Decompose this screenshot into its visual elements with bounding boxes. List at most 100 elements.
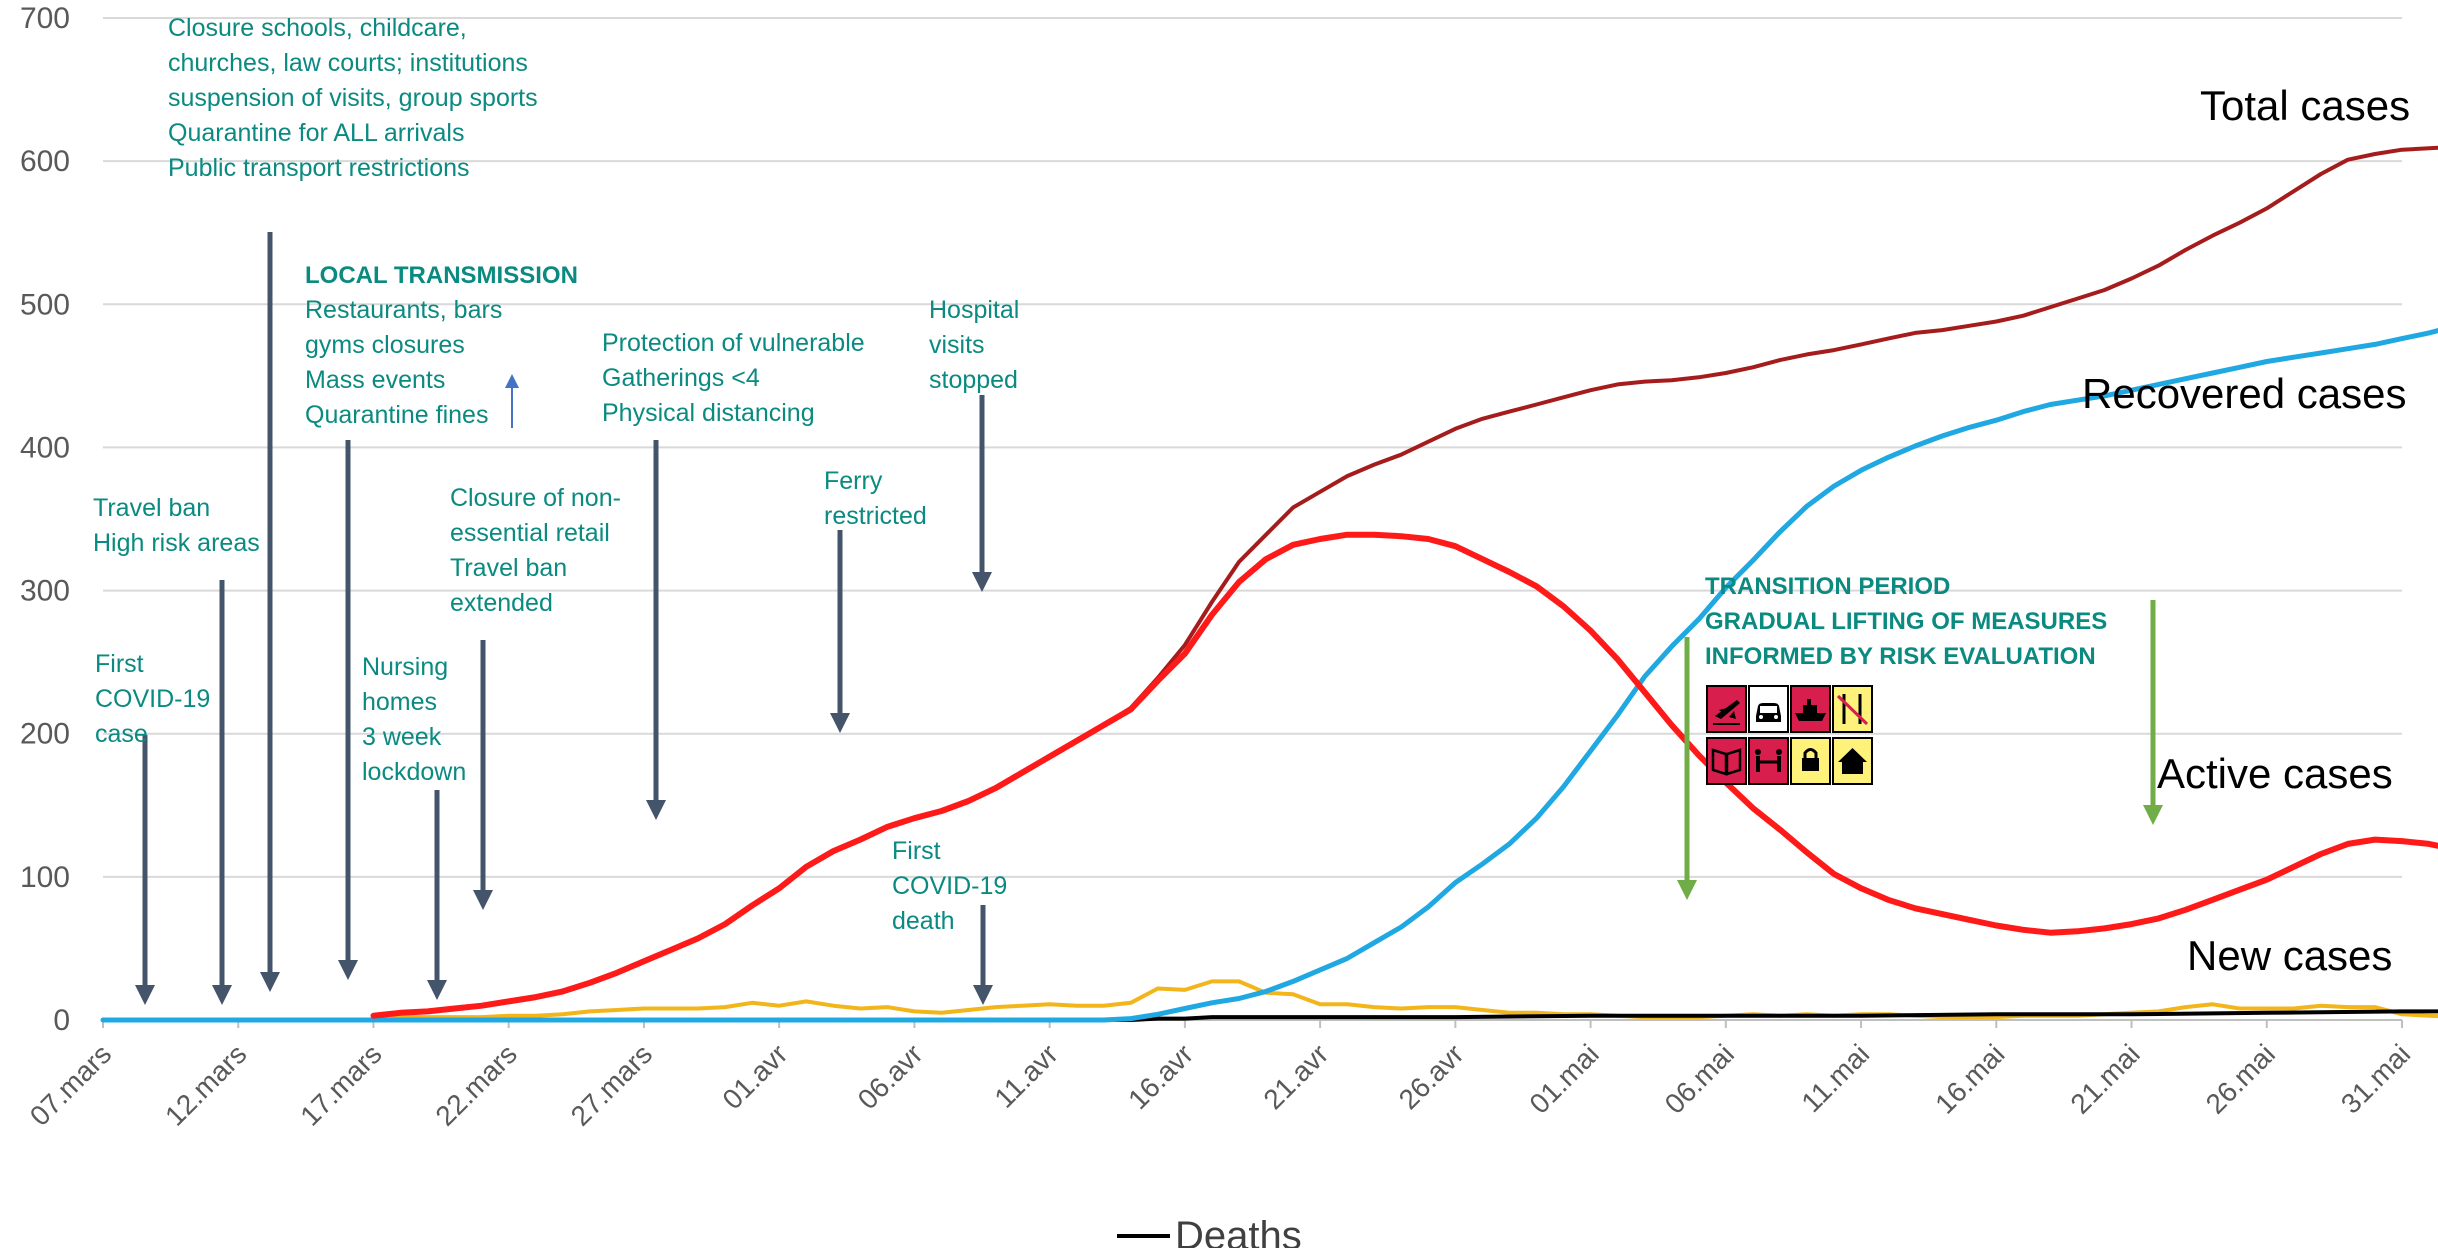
series-line-total bbox=[371, 145, 2438, 1018]
x-tick-label: 22.mars bbox=[429, 1038, 522, 1131]
measures-icon-grid bbox=[1706, 685, 1873, 785]
annotation-ferry: Ferry restricted bbox=[824, 467, 927, 530]
annotation-line: lockdown bbox=[362, 758, 466, 786]
annotation-protection: Protection of vulnerable Gatherings <4 P… bbox=[602, 329, 865, 427]
legend-deaths-label: Deaths bbox=[1175, 1214, 1302, 1248]
annotation-line: First bbox=[892, 837, 941, 865]
annotation-line: restricted bbox=[824, 502, 927, 530]
series-lines bbox=[100, 145, 2438, 1023]
annotation-line: extended bbox=[450, 589, 553, 617]
series-line-new bbox=[371, 979, 2438, 1020]
series-label-total: Total cases bbox=[2200, 82, 2410, 129]
series-label-active: Active cases bbox=[2157, 750, 2393, 797]
gridlines bbox=[103, 17, 2402, 1021]
x-tick-label: 26.avr bbox=[1393, 1038, 1470, 1115]
annotation-transition: TRANSITION PERIOD GRADUAL LIFTING OF MEA… bbox=[1705, 573, 2107, 670]
x-tick-label: 01.avr bbox=[716, 1038, 793, 1115]
annotation-line: COVID-19 bbox=[892, 872, 1007, 900]
annotation-line: churches, law courts; institutions bbox=[168, 49, 528, 77]
annotation-line: Protection of vulnerable bbox=[602, 329, 865, 357]
x-tick-label: 21.avr bbox=[1257, 1038, 1334, 1115]
event-arrow-head bbox=[260, 972, 280, 992]
x-tick-label: 16.avr bbox=[1122, 1038, 1199, 1115]
annotation-nursing: Nursing homes 3 week lockdown bbox=[362, 653, 466, 786]
legend: Deaths bbox=[1117, 1214, 1302, 1248]
annotation-local-transmission: LOCAL TRANSMISSION Restaurants, bars gym… bbox=[305, 262, 578, 429]
event-arrow-head bbox=[830, 713, 850, 733]
series-label-new: New cases bbox=[2187, 932, 2392, 979]
annotation-line: Gatherings <4 bbox=[602, 364, 760, 392]
gathering-icon bbox=[1748, 737, 1789, 785]
annotation-first-death: First COVID-19 death bbox=[892, 837, 1007, 935]
annotation-line: Quarantine fines bbox=[305, 401, 488, 429]
x-tick-label: 26.mai bbox=[2200, 1038, 2281, 1119]
y-tick-label: 0 bbox=[53, 1004, 70, 1037]
annotation-line: essential retail bbox=[450, 519, 610, 547]
annotation-line: homes bbox=[362, 688, 437, 716]
annotation-title: TRANSITION PERIOD bbox=[1705, 573, 1950, 600]
y-tick-label: 200 bbox=[20, 718, 70, 751]
ship-icon bbox=[1790, 685, 1831, 733]
small-up-arrow-icon bbox=[505, 374, 519, 428]
series-label-recovered: Recovered cases bbox=[2082, 370, 2407, 417]
annotation-line: Quarantine for ALL arrivals bbox=[168, 119, 464, 147]
annotation-line: visits bbox=[929, 331, 985, 359]
home-icon bbox=[1832, 737, 1873, 785]
y-tick-label: 700 bbox=[20, 2, 70, 35]
x-tick-label: 21.mai bbox=[2064, 1038, 2145, 1119]
annotation-line: suspension of visits, group sports bbox=[168, 84, 538, 112]
event-arrow-head bbox=[2143, 805, 2163, 825]
event-arrow-head bbox=[473, 890, 493, 910]
y-axis: 0 100 200 300 400 500 600 700 bbox=[20, 2, 70, 1037]
annotation-top-block: Closure schools, childcare, churches, la… bbox=[168, 14, 538, 182]
series-line-recovered bbox=[100, 327, 2438, 1023]
series-line-deaths bbox=[101, 1009, 2438, 1022]
x-tick-label: 06.avr bbox=[852, 1038, 929, 1115]
y-tick-label: 300 bbox=[20, 575, 70, 608]
airplane-icon bbox=[1706, 685, 1747, 733]
x-tick-label: 01.mai bbox=[1523, 1038, 1604, 1119]
annotation-line: Travel ban bbox=[93, 494, 210, 522]
annotation-line: 3 week bbox=[362, 723, 442, 751]
annotation-line: Travel ban bbox=[450, 554, 567, 582]
car-icon bbox=[1748, 685, 1789, 733]
x-tick-label: 11.mai bbox=[1795, 1038, 1875, 1118]
event-arrow-head bbox=[135, 985, 155, 1005]
event-arrow-head bbox=[972, 572, 992, 592]
x-tick-label: 27.mars bbox=[565, 1038, 658, 1131]
no-utensils-icon bbox=[1832, 685, 1873, 733]
x-tick-label: 16.mai bbox=[1929, 1038, 2010, 1119]
series-line-active bbox=[370, 531, 2438, 1019]
annotation-line: Restaurants, bars bbox=[305, 296, 502, 324]
annotation-line: Closure schools, childcare, bbox=[168, 14, 467, 42]
book-icon bbox=[1706, 737, 1747, 785]
y-tick-label: 100 bbox=[20, 861, 70, 894]
annotation-line: First bbox=[95, 650, 144, 678]
annotation-line: Mass events bbox=[305, 366, 445, 394]
x-tick-label: 12.mars bbox=[159, 1038, 252, 1131]
y-tick-label: 400 bbox=[20, 431, 70, 464]
annotation-line: Nursing bbox=[362, 653, 448, 681]
lock-icon bbox=[1790, 737, 1831, 785]
x-tick-label: 11.avr bbox=[988, 1038, 1063, 1113]
annotation-title: LOCAL TRANSMISSION bbox=[305, 262, 578, 289]
annotation-closure-nonessential: Closure of non- essential retail Travel … bbox=[450, 484, 621, 617]
annotation-line: Hospital bbox=[929, 296, 1019, 324]
event-arrow-head bbox=[212, 985, 232, 1005]
event-arrow-head bbox=[973, 985, 993, 1005]
annotation-title: INFORMED BY RISK EVALUATION bbox=[1705, 643, 2096, 670]
event-arrow-head bbox=[1677, 880, 1697, 900]
x-axis: 07.mars 12.mars 17.mars 22.mars 27.mars 01.av… bbox=[24, 1020, 2416, 1132]
annotation-line: Physical distancing bbox=[602, 399, 815, 427]
annotation-line: Ferry bbox=[824, 467, 883, 495]
annotation-line: COVID-19 bbox=[95, 685, 210, 713]
x-tick-label: 06.mai bbox=[1659, 1038, 1740, 1119]
event-arrow-head bbox=[646, 800, 666, 820]
annotation-title: GRADUAL LIFTING OF MEASURES bbox=[1705, 608, 2107, 635]
event-arrow-head bbox=[338, 960, 358, 980]
annotation-first-case: First COVID-19 case bbox=[95, 650, 210, 748]
y-tick-label: 500 bbox=[20, 288, 70, 321]
annotation-line: gyms closures bbox=[305, 331, 465, 359]
annotation-line: stopped bbox=[929, 366, 1018, 394]
